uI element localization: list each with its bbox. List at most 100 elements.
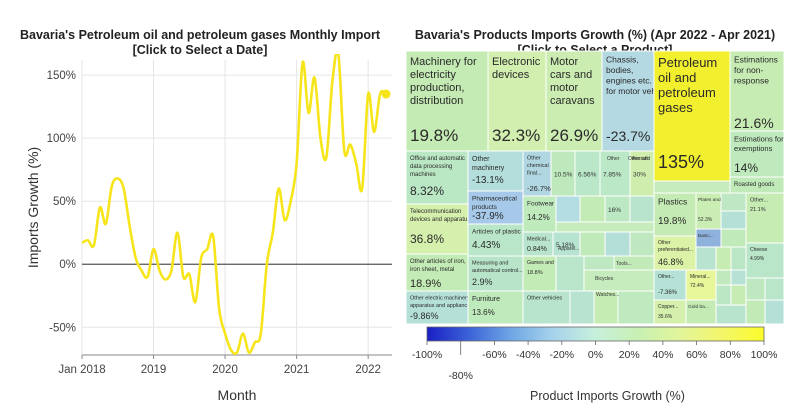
treemap-cell-rect[interactable] (730, 284, 747, 306)
treemap-small-cell[interactable] (715, 246, 732, 271)
treemap-small-cell[interactable]: 5.18% (552, 231, 581, 257)
treemap-small-cell[interactable] (730, 284, 747, 306)
treemap-cell-rect[interactable] (764, 277, 785, 301)
treemap-small-cell[interactable] (720, 228, 747, 248)
treemap-cell-rect[interactable] (550, 150, 576, 197)
treemap-cell-rect[interactable] (579, 195, 606, 223)
treemap-cell[interactable]: Furniture 13.6% (467, 290, 524, 325)
treemap-cell-rect[interactable] (487, 50, 547, 152)
treemap-cell-rect[interactable] (730, 246, 747, 271)
treemap-cell-rect[interactable] (467, 255, 524, 292)
treemap-cell-rect[interactable] (555, 255, 585, 292)
treemap-small-cell[interactable] (569, 290, 595, 325)
treemap-cell[interactable]: Office and automatic data processing machi… (405, 150, 469, 205)
treemap-small-cell[interactable] (555, 195, 581, 223)
treemap-cell[interactable]: Chassis,bodies,engines etc.for motor veh… (601, 50, 673, 152)
treemap-cell-rect[interactable] (745, 277, 766, 301)
treemap-small-cell[interactable] (745, 277, 766, 301)
treemap-small-cell[interactable]: Plates and... 52.3% (695, 192, 725, 230)
treemap-cell-rect[interactable] (467, 190, 524, 225)
treemap-cell[interactable]: Roasted goods (729, 176, 785, 194)
treemap-cell-rect[interactable] (695, 192, 722, 230)
treemap-small-cell[interactable] (764, 299, 785, 325)
treemap-cell-rect[interactable] (545, 50, 603, 152)
treemap-cell-rect[interactable] (629, 195, 655, 223)
treemap-cell-rect[interactable] (599, 150, 631, 197)
treemap-cell[interactable]: Other electric machinery,apparatus and a… (405, 290, 473, 325)
treemap-plot[interactable]: Machinery forelectricityproduction,distr… (400, 0, 803, 409)
treemap-cell[interactable]: Articles of plastic 4.43% (467, 223, 524, 257)
treemap-cell[interactable]: Other machinery -13.1% (467, 150, 524, 192)
treemap-cell-rect[interactable] (715, 269, 732, 286)
treemap-cell-rect[interactable] (604, 231, 631, 257)
treemap-small-cell[interactable] (555, 255, 585, 292)
treemap-cell-rect[interactable] (653, 299, 687, 325)
treemap-cell-rect[interactable] (467, 223, 524, 257)
treemap-cell-rect[interactable] (695, 246, 717, 271)
treemap-small-cell[interactable] (715, 304, 747, 325)
treemap-cell-rect[interactable] (653, 50, 731, 182)
treemap-small-cell[interactable]: Gold ba... (685, 299, 717, 325)
treemap-cell-rect[interactable] (720, 210, 747, 230)
treemap-small-cell[interactable] (604, 231, 631, 257)
treemap-small-cell[interactable] (720, 210, 747, 230)
import-growth-line[interactable] (82, 50, 387, 355)
treemap-small-cell[interactable] (629, 231, 655, 257)
treemap-cell[interactable]: Telecommunication devices and apparatus 36… (405, 203, 470, 255)
treemap-small-cell[interactable]: 16% (604, 195, 631, 223)
treemap-cell[interactable]: Cheese 4.99% (745, 242, 785, 279)
line-chart-subtitle[interactable]: [Click to Select a Date] (132, 43, 268, 57)
treemap-small-cell[interactable] (715, 284, 732, 306)
treemap-cell[interactable]: Mineral... 72.4% (685, 269, 717, 301)
treemap-cell-rect[interactable] (729, 50, 785, 132)
treemap-cell-rect[interactable] (552, 231, 581, 257)
treemap-cell[interactable]: Other... 21.1% (745, 192, 785, 244)
treemap-cell-rect[interactable] (579, 231, 606, 257)
treemap-small-cell[interactable] (764, 277, 785, 301)
treemap-cell-rect[interactable] (405, 253, 469, 292)
treemap-small-cell[interactable] (629, 195, 655, 223)
treemap-cell[interactable]: Machinery forelectricityproduction,distr… (405, 50, 489, 152)
treemap-cell-rect[interactable] (617, 290, 655, 325)
treemap-cell-rect[interactable] (604, 195, 631, 223)
treemap-cell-rect[interactable] (745, 299, 766, 325)
treemap-cell[interactable]: Medical... 0.84% (522, 231, 554, 257)
treemap-cell-rect[interactable] (715, 304, 747, 325)
treemap-small-cell[interactable] (617, 290, 655, 325)
treemap-small-cell[interactable] (745, 299, 766, 325)
treemap-cell-rect[interactable] (745, 192, 785, 244)
treemap-small-cell[interactable] (583, 255, 615, 271)
treemap-cell-rect[interactable] (601, 50, 655, 152)
treemap-small-cell[interactable]: Basic... (695, 228, 722, 248)
treemap-small-cell[interactable] (695, 246, 717, 271)
treemap-cell-rect[interactable] (569, 290, 595, 325)
treemap-small-cell[interactable] (730, 269, 747, 286)
treemap-cell-rect[interactable] (583, 255, 615, 271)
treemap-cell[interactable]: Games and toys 18.8% (522, 255, 565, 292)
treemap-cell[interactable]: Other articles of iron, iron sheet, metal… (405, 253, 469, 292)
colorbar[interactable] (426, 326, 765, 342)
treemap-cell[interactable]: Copper... 35.6% (653, 299, 687, 325)
treemap-small-cell[interactable]: 30% (629, 150, 655, 197)
treemap-cell-rect[interactable] (405, 203, 469, 255)
treemap-cell-rect[interactable] (729, 130, 785, 178)
treemap-cell-rect[interactable] (629, 231, 655, 257)
treemap-cell-rect[interactable] (629, 150, 655, 197)
treemap-cell-rect[interactable] (522, 255, 557, 292)
treemap-cell-rect[interactable] (685, 299, 717, 325)
treemap-small-cell[interactable] (579, 231, 606, 257)
line-chart-plot[interactable]: 150% 100% 50% 0% -50% Jan 2018 2019 2020 2021 202… (0, 0, 400, 409)
treemap-small-cell[interactable]: 7.85% (599, 150, 631, 197)
treemap-cell-rect[interactable] (764, 299, 785, 325)
treemap-small-cell[interactable]: 6.56% (574, 150, 601, 197)
selected-data-point[interactable] (381, 89, 391, 99)
treemap-cell-rect[interactable] (715, 246, 732, 271)
